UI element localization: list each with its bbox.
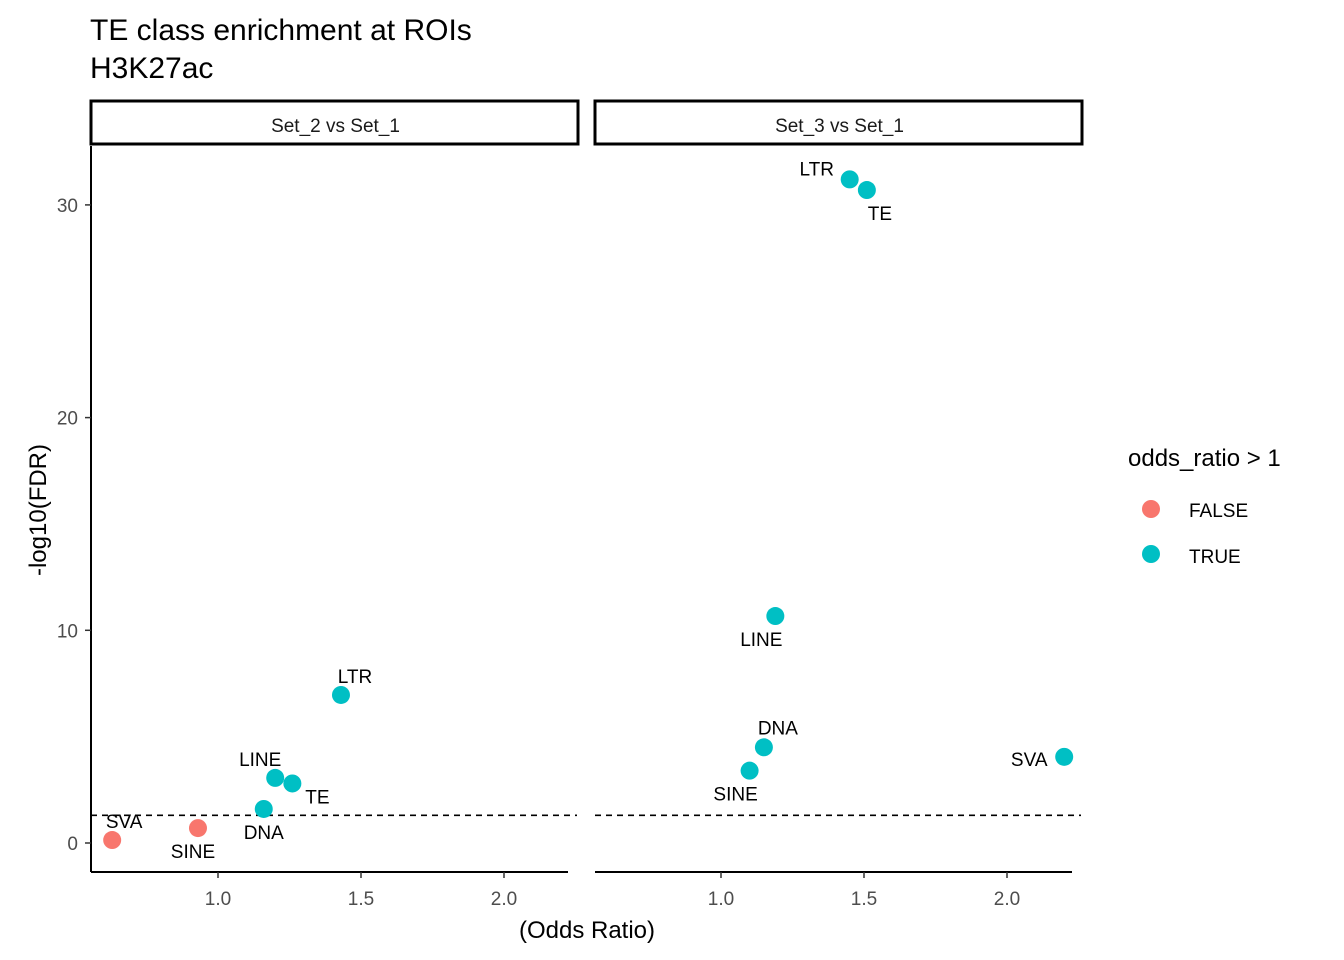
data-point-ltr	[331, 685, 350, 704]
facet-strip	[593, 99, 1084, 146]
facet-strip-label: Set_2 vs Set_1	[271, 116, 400, 137]
data-point-sva	[103, 831, 122, 850]
point-label: LTR	[799, 159, 833, 180]
legend-label-true: TRUE	[1189, 547, 1241, 568]
panel-1: Set_2 vs Set_1 1.0 1.5 2.0 SVA SINE DNA LINE TE L…	[89, 99, 580, 910]
x-tick-label: 1.0	[708, 889, 734, 910]
data-point-ltr	[840, 170, 859, 189]
point-label: SVA	[1011, 750, 1048, 771]
point-label: DNA	[244, 823, 284, 844]
data-point-sine	[740, 761, 759, 780]
y-tick-label: 30	[57, 196, 78, 217]
data-point-te	[283, 774, 302, 793]
point-label: LTR	[338, 667, 372, 688]
facet-strip-label: Set_3 vs Set_1	[775, 116, 904, 137]
point-label: DNA	[758, 718, 798, 739]
y-axis-title: -log10(FDR)	[25, 444, 52, 576]
x-tick-label: 2.0	[994, 889, 1020, 910]
chart-title: TE class enrichment at ROIs	[90, 14, 472, 47]
data-point-line	[266, 768, 285, 787]
data-point-line	[766, 607, 785, 626]
data-point-sine	[188, 819, 207, 838]
point-label: LINE	[239, 750, 281, 771]
point-label: TE	[868, 204, 892, 225]
y-tick-label: 10	[57, 621, 78, 642]
data-point-te	[857, 181, 876, 200]
x-tick-label: 1.0	[205, 889, 231, 910]
point-label: SINE	[713, 785, 757, 806]
point-label: SVA	[106, 812, 143, 833]
point-label: TE	[305, 787, 329, 808]
data-point-dna	[254, 799, 273, 818]
y-tick-label: 0	[67, 834, 78, 855]
data-point-sva	[1055, 747, 1074, 766]
panels: Set_2 vs Set_1 1.0 1.5 2.0 SVA SINE DNA LINE TE L…	[89, 99, 1084, 910]
x-tick-label: 1.5	[348, 889, 374, 910]
y-axis: 0 10 20 30	[57, 196, 91, 855]
legend-label-false: FALSE	[1189, 501, 1248, 522]
facet-strip	[89, 99, 580, 146]
point-label: LINE	[740, 630, 782, 651]
legend: odds_ratio > 1 FALSE TRUE	[1128, 445, 1281, 568]
x-tick-label: 1.5	[851, 889, 877, 910]
x-axis-title: (Odds Ratio)	[519, 917, 655, 944]
legend-title: odds_ratio > 1	[1128, 445, 1281, 472]
data-point-dna	[754, 738, 773, 757]
x-tick-label: 2.0	[491, 889, 517, 910]
legend-key-false	[1142, 500, 1160, 518]
legend-key-true	[1142, 545, 1160, 563]
point-label: SINE	[171, 842, 215, 863]
y-tick-label: 20	[57, 409, 78, 430]
chart-subtitle: H3K27ac	[90, 52, 213, 85]
panel-2: Set_3 vs Set_1 1.0 1.5 2.0 LTR TE LINE DNA SINE S…	[593, 99, 1084, 910]
